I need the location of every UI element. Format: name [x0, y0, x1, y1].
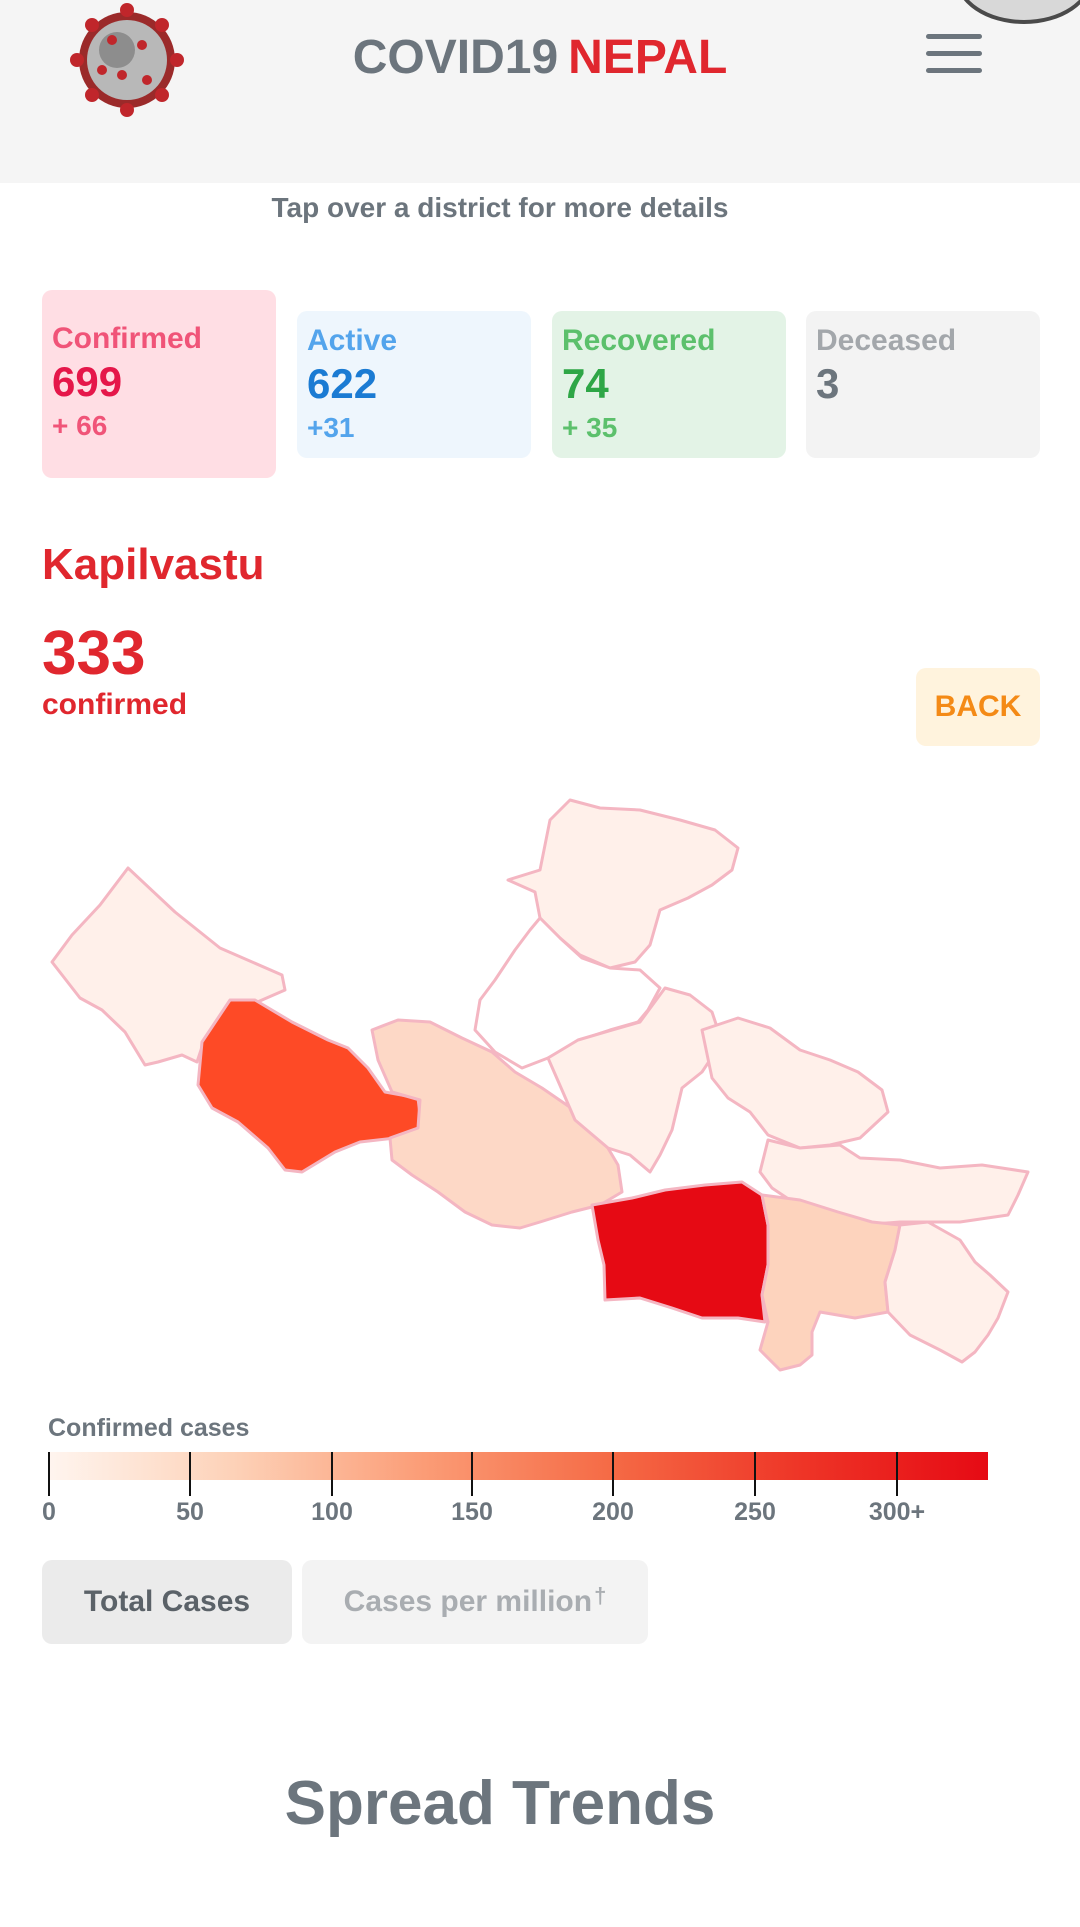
- cases-per-million-label: Cases per million: [343, 1585, 593, 1618]
- legend-tick-label: 250: [734, 1498, 776, 1526]
- deceased-card[interactable]: Deceased 3: [806, 311, 1040, 458]
- legend-tick-label: 50: [176, 1498, 204, 1526]
- legend-tick: [189, 1452, 191, 1496]
- legend-tick-label: 200: [592, 1498, 634, 1526]
- spread-trends-heading: Spread Trends: [284, 1769, 716, 1838]
- coronavirus-logo-icon: [70, 3, 184, 117]
- map-district-pale-center[interactable]: [546, 986, 724, 1174]
- legend-tick-label: 300+: [868, 1498, 926, 1526]
- app-header: COVID19 NEPAL: [0, 0, 1080, 183]
- map-hint: Tap over a district for more details: [271, 192, 729, 223]
- app-title: COVID19 NEPAL: [0, 30, 1080, 85]
- legend-tick: [896, 1452, 898, 1496]
- recovered-label: Recovered: [562, 324, 716, 357]
- map-district-peach-south[interactable]: [758, 1193, 902, 1372]
- map-district-pale-east-1[interactable]: [700, 1016, 890, 1150]
- map-district-pale-south-east[interactable]: [883, 1220, 1010, 1364]
- recovered-card[interactable]: Recovered 74 + 35: [552, 311, 786, 458]
- legend-color-scale: [48, 1452, 988, 1480]
- app-title-covid: COVID19: [352, 31, 559, 84]
- legend-title: Confirmed cases: [48, 1414, 250, 1442]
- legend-tick: [331, 1452, 333, 1496]
- app-title-nepal: NEPAL: [568, 31, 728, 84]
- cases-per-million-button[interactable]: Cases per million †: [302, 1560, 648, 1644]
- legend-tick-label: 100: [311, 1498, 353, 1526]
- confirmed-delta: + 66: [52, 410, 108, 441]
- district-map: [50, 798, 1030, 1372]
- map-district-peach-west[interactable]: [370, 1018, 624, 1230]
- back-button[interactable]: BACK: [916, 668, 1040, 746]
- avatar[interactable]: [955, 0, 1080, 24]
- legend-tick: [612, 1452, 614, 1496]
- deceased-value: 3: [816, 360, 840, 407]
- recovered-value: 74: [562, 360, 609, 407]
- deceased-label: Deceased: [816, 324, 957, 357]
- active-card[interactable]: Active 622 +31: [297, 311, 531, 458]
- active-label: Active: [307, 324, 398, 357]
- district-confirmed-label: confirmed: [42, 688, 188, 721]
- legend-tick: [754, 1452, 756, 1496]
- map-district-kapilvastu[interactable]: [590, 1180, 770, 1324]
- hamburger-menu-icon[interactable]: [926, 34, 982, 78]
- legend-tick-label: 150: [451, 1498, 493, 1526]
- legend-tick-label: 0: [42, 1498, 56, 1526]
- district-confirmed-count: 333: [42, 619, 146, 688]
- district-name: Kapilvastu: [42, 540, 265, 589]
- dagger-mark: †: [594, 1583, 607, 1608]
- confirmed-value: 699: [52, 358, 123, 405]
- confirmed-label: Confirmed: [52, 322, 202, 355]
- recovered-delta: + 35: [562, 412, 618, 443]
- legend-tick: [471, 1452, 473, 1496]
- confirmed-card[interactable]: Confirmed 699 + 66: [42, 290, 276, 478]
- map-district-north[interactable]: [506, 798, 740, 970]
- legend-tick: [48, 1452, 50, 1496]
- total-cases-button[interactable]: Total Cases: [42, 1560, 292, 1644]
- active-delta: +31: [307, 412, 355, 443]
- active-value: 622: [307, 360, 378, 407]
